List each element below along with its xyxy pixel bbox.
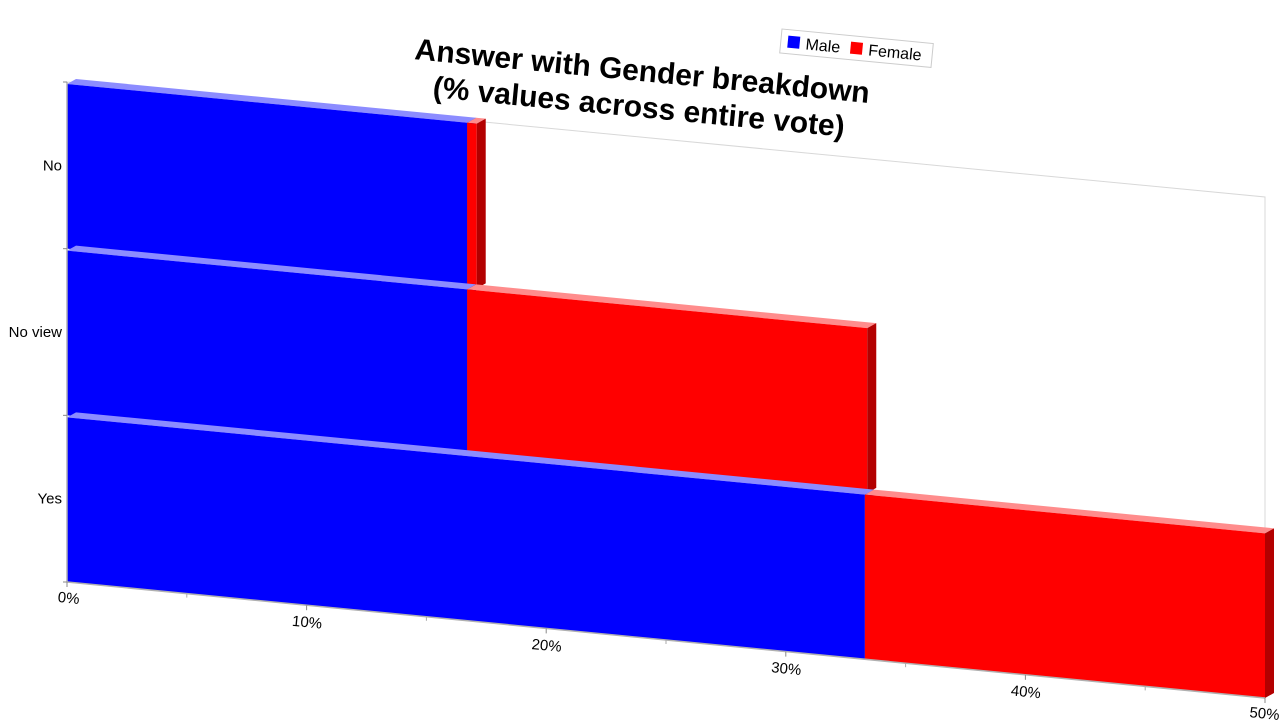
- bar-top-face: [67, 245, 477, 290]
- bar-front-face: [864, 494, 1265, 698]
- bar-front-face: [67, 250, 468, 455]
- x-tick-label: 50%: [1249, 704, 1280, 720]
- bar-front-face: [67, 417, 865, 660]
- bar-top-face: [467, 117, 486, 124]
- bar-front-face: [67, 84, 468, 288]
- bar-female-no-view: [467, 284, 877, 493]
- x-tick-label: 40%: [1010, 682, 1042, 702]
- bar-front-face: [467, 122, 477, 289]
- bar-top-face: [864, 489, 1274, 534]
- y-tick-label: No: [43, 157, 62, 174]
- bar-front-face: [467, 289, 868, 493]
- bar-side-face: [867, 323, 877, 493]
- bar-top-face: [67, 412, 874, 495]
- legend-label-female: Female: [867, 42, 922, 64]
- legend-swatch-male: [787, 35, 801, 49]
- legend-label-male: Male: [805, 36, 841, 56]
- y-tick-label: No view: [9, 324, 63, 341]
- bars: [67, 79, 1274, 698]
- bar-top-face: [467, 284, 877, 329]
- x-tick-label: 20%: [531, 636, 563, 656]
- legend: Male Female: [779, 28, 934, 69]
- bar-top-face: [67, 79, 477, 123]
- x-tick-label: 0%: [57, 589, 80, 608]
- y-tick-label: Yes: [38, 491, 62, 508]
- bar-female-yes: [864, 489, 1274, 698]
- bar-side-face: [1265, 528, 1274, 698]
- bar-side-face: [476, 118, 486, 289]
- bar-female-no: [467, 117, 486, 289]
- x-tick-label: 30%: [770, 659, 802, 679]
- x-tick-label: 10%: [291, 613, 323, 633]
- tick-marks: [63, 81, 1266, 703]
- legend-swatch-female: [849, 41, 864, 55]
